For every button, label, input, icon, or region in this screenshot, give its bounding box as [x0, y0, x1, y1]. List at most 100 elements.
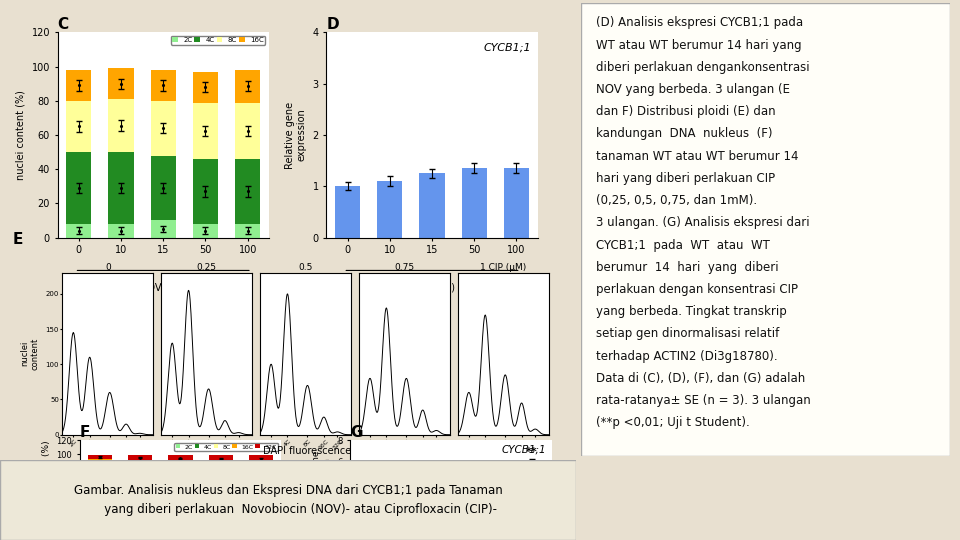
Legend: 2C, 4C, 8C, 16C: 2C, 4C, 8C, 16C — [171, 36, 265, 45]
Bar — [66, 152, 91, 224]
Legend: 2C, 4C, 8C, 16C, 32C: 2C, 4C, 8C, 16C, 32C — [175, 443, 278, 451]
Bar — [151, 101, 176, 156]
Bar — [193, 103, 218, 159]
Bar — [235, 159, 260, 224]
Bar — [208, 471, 233, 494]
Text: **: ** — [526, 447, 538, 457]
Bar — [358, 514, 383, 524]
Bar — [66, 224, 91, 238]
Bar — [108, 224, 133, 238]
Text: NOV (μM): NOV (μM) — [409, 283, 455, 293]
Bar — [249, 515, 274, 524]
Bar — [420, 173, 444, 238]
Text: CYCB1;1  pada  WT  atau  WT: CYCB1;1 pada WT atau WT — [595, 239, 770, 252]
Bar — [193, 224, 218, 238]
Bar — [249, 455, 274, 463]
Bar — [398, 515, 423, 524]
Bar — [439, 512, 464, 524]
Bar — [335, 186, 360, 238]
Text: setiap gen dinormalisasi relatif: setiap gen dinormalisasi relatif — [595, 327, 779, 341]
Bar — [168, 492, 193, 511]
Text: F: F — [80, 425, 90, 440]
Text: hari yang diberi perlakuan CIP: hari yang diberi perlakuan CIP — [595, 172, 775, 185]
Bar — [108, 152, 133, 224]
Text: NOV yang berbeda. 3 ulangan (E: NOV yang berbeda. 3 ulangan (E — [595, 83, 789, 96]
Text: D: D — [326, 17, 339, 32]
Bar — [108, 99, 133, 152]
Bar — [108, 68, 133, 99]
Text: tanaman WT atau WT berumur 14: tanaman WT atau WT berumur 14 — [595, 150, 798, 163]
Text: G: G — [350, 425, 363, 440]
Bar — [235, 103, 260, 159]
Bar — [208, 455, 233, 462]
Bar — [128, 488, 153, 509]
Title: 0: 0 — [105, 263, 110, 272]
Bar — [519, 471, 544, 524]
Text: E: E — [12, 232, 23, 247]
Bar — [128, 455, 153, 460]
Y-axis label: Relative gene
expression: Relative gene expression — [312, 451, 332, 513]
FancyBboxPatch shape — [0, 460, 576, 540]
Text: CYCB1;1: CYCB1;1 — [484, 43, 531, 53]
Bar — [504, 168, 529, 238]
Y-axis label: nuclei content (%): nuclei content (%) — [41, 440, 51, 524]
Text: (0,25, 0,5, 0,75, dan 1mM).: (0,25, 0,5, 0,75, dan 1mM). — [595, 194, 756, 207]
Text: C: C — [58, 17, 69, 32]
Text: CYCB1;1: CYCB1;1 — [501, 444, 546, 454]
Text: rata-ratanya± SE (n = 3). 3 ulangan: rata-ratanya± SE (n = 3). 3 ulangan — [595, 394, 810, 407]
Bar — [151, 156, 176, 220]
Bar — [128, 509, 153, 524]
Text: yang berbeda. Tingkat transkrip: yang berbeda. Tingkat transkrip — [595, 305, 786, 318]
Bar — [151, 220, 176, 238]
Text: Data di (C), (D), (F), dan (G) adalah: Data di (C), (D), (F), dan (G) adalah — [595, 372, 804, 385]
Bar — [193, 159, 218, 224]
Text: 3 ulangan. (G) Analisis ekspresi dari: 3 ulangan. (G) Analisis ekspresi dari — [595, 217, 809, 230]
Y-axis label: Relative gene
expression: Relative gene expression — [285, 102, 307, 168]
Bar — [235, 224, 260, 238]
Bar — [249, 474, 274, 497]
Bar — [151, 70, 176, 101]
Bar — [66, 70, 91, 101]
Bar — [208, 462, 233, 471]
Bar — [249, 497, 274, 515]
Text: Gambar. Analisis nukleus dan Ekspresi DNA dari CYCB1;1 pada Tanaman
       yang : Gambar. Analisis nukleus dan Ekspresi DN… — [74, 484, 502, 516]
Text: WT atau WT berumur 14 hari yang: WT atau WT berumur 14 hari yang — [595, 38, 802, 51]
Text: kandungan  DNA  nukleus  (F): kandungan DNA nukleus (F) — [595, 127, 772, 140]
Bar — [168, 461, 193, 471]
Text: dan F) Distribusi ploidi (E) dan: dan F) Distribusi ploidi (E) dan — [595, 105, 776, 118]
Bar — [87, 468, 112, 485]
Bar — [87, 459, 112, 468]
Bar — [193, 72, 218, 103]
Bar — [249, 463, 274, 474]
Text: terhadap ACTIN2 (Di3g18780).: terhadap ACTIN2 (Di3g18780). — [595, 350, 778, 363]
Bar — [479, 505, 504, 524]
Bar — [87, 455, 112, 459]
Bar — [208, 494, 233, 514]
Text: diberi perlakuan dengankonsentrasi: diberi perlakuan dengankonsentrasi — [595, 61, 809, 74]
Bar — [235, 70, 260, 103]
Bar — [87, 485, 112, 507]
Text: perlakuan dengan konsentrasi CIP: perlakuan dengan konsentrasi CIP — [595, 283, 798, 296]
Bar — [168, 455, 193, 461]
Text: DAPI fluorescence: DAPI fluorescence — [263, 446, 351, 456]
Text: berumur  14  hari  yang  diberi: berumur 14 hari yang diberi — [595, 261, 779, 274]
Bar — [462, 168, 487, 238]
Bar — [128, 469, 153, 488]
Title: 0.25: 0.25 — [197, 263, 217, 272]
Bar — [168, 511, 193, 524]
Bar — [128, 460, 153, 469]
Bar — [377, 181, 402, 238]
Bar — [208, 514, 233, 524]
Title: 0.5: 0.5 — [299, 263, 313, 272]
Y-axis label: nuclei content (%): nuclei content (%) — [16, 90, 26, 180]
Text: NOV (μM): NOV (μM) — [140, 283, 186, 293]
Title: 0.75: 0.75 — [395, 263, 415, 272]
Bar — [168, 471, 193, 492]
Y-axis label: nuclei
content: nuclei content — [20, 338, 40, 370]
FancyBboxPatch shape — [581, 3, 950, 456]
Bar — [87, 507, 112, 524]
Bar — [66, 101, 91, 152]
Title: 1 CIP (μM): 1 CIP (μM) — [480, 263, 526, 272]
Text: (**p <0,01; Uji t Student).: (**p <0,01; Uji t Student). — [595, 416, 750, 429]
Text: (D) Analisis ekspresi CYCB1;1 pada: (D) Analisis ekspresi CYCB1;1 pada — [595, 16, 803, 29]
